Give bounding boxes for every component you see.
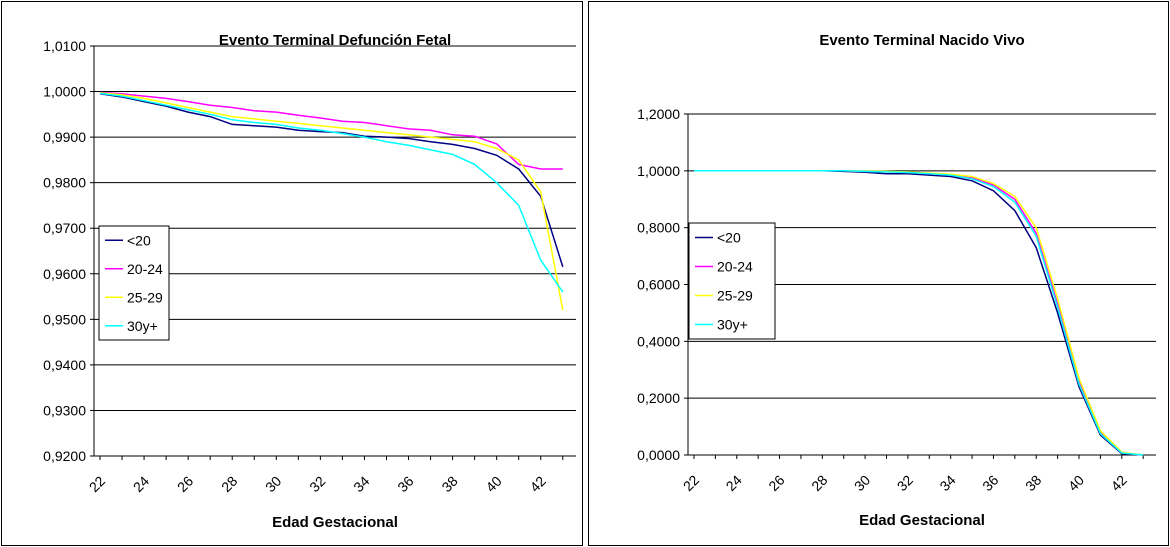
x-tick-label: 26 [765,472,787,494]
chart-panel-fetal: Evento Terminal Defunción Fetal 0,9200 0,9… [1,1,583,546]
x-tick-label: 34 [936,472,958,494]
y-tick-label: 1,0000 [43,84,86,100]
y-tick-label: 0,0000 [637,447,680,463]
y-tick-label: 0,9700 [43,220,86,236]
y-tick-label: 0,6000 [637,277,680,293]
y-tick-label: 0,4000 [637,333,680,349]
y-tick-label: 0,9500 [43,311,86,327]
x-tick-label: 36 [979,472,1001,494]
legend-box [688,222,776,340]
legend: <20 20-24 25-29 30y+ [688,222,776,340]
x-tick-label: 32 [894,472,916,494]
legend-entry: 25-29 [127,289,163,305]
x-tick-label: 32 [306,473,328,495]
x-tick-label: 38 [438,473,460,495]
x-tick-label: 26 [174,473,196,495]
x-tick-label: 36 [394,473,416,495]
y-tick-label: 0,9200 [43,448,86,464]
x-tick-label: 28 [218,473,240,495]
x-tick-label: 24 [130,473,152,495]
x-tick-label: 30 [851,472,873,494]
x-tick-label: 24 [723,472,745,494]
y-tick-label: 0,9900 [43,129,86,145]
chart-live-birth: Evento Terminal Nacido Vivo 0,0000 0,2000 0… [637,32,1156,529]
y-tick-label: 1,0100 [43,38,86,54]
x-tick-label: 42 [1108,472,1130,494]
x-tick-label: 38 [1022,472,1044,494]
series-line-1 [99,91,563,170]
y-tick-label: 0,9300 [43,402,86,418]
x-tick-label: 28 [808,472,830,494]
chart-fetal-death: Evento Terminal Defunción Fetal 0,9200 0,9… [43,32,576,531]
x-tick-label: 40 [482,473,504,495]
legend-entry: 25-29 [717,288,753,304]
chart-panel-live-birth: Evento Terminal Nacido Vivo 0,0000 0,2000 0… [588,1,1169,546]
y-tick-label: 1,2000 [637,106,680,122]
x-tick-label: 40 [1065,472,1087,494]
y-tick-label: 0,9800 [43,175,86,191]
x-tick-label: 34 [350,473,372,495]
series-line-2 [99,92,564,311]
legend-entry: 20-24 [127,261,163,277]
x-tick-label: 42 [527,473,549,495]
y-tick-label: 1,0000 [637,163,680,179]
y-tick-label: 0,2000 [637,390,680,406]
y-tick-label: 0,9400 [43,357,86,373]
legend-entry: <20 [717,230,741,246]
x-tick-label: 22 [680,472,702,494]
x-axis-label: Edad Gestacional [272,514,398,531]
legend-entry: 30y+ [717,317,748,333]
legend-entry: <20 [127,232,151,248]
x-tick-label: 30 [262,473,284,495]
y-tick-label: 0,8000 [637,220,680,236]
chart-title: Evento Terminal Defunción Fetal [219,32,451,49]
chart-title: Evento Terminal Nacido Vivo [819,32,1024,49]
x-axis-label: Edad Gestacional [859,512,985,529]
y-tick-label: 0,9600 [43,266,86,282]
series-line-3 [99,92,564,293]
legend-entry: 20-24 [717,259,753,275]
legend-box [98,225,170,341]
legend: <20 20-24 25-29 30y+ [98,225,170,341]
series-line-3 [694,170,1144,456]
x-tick-label: 22 [86,473,108,495]
legend-entry: 30y+ [127,318,158,334]
